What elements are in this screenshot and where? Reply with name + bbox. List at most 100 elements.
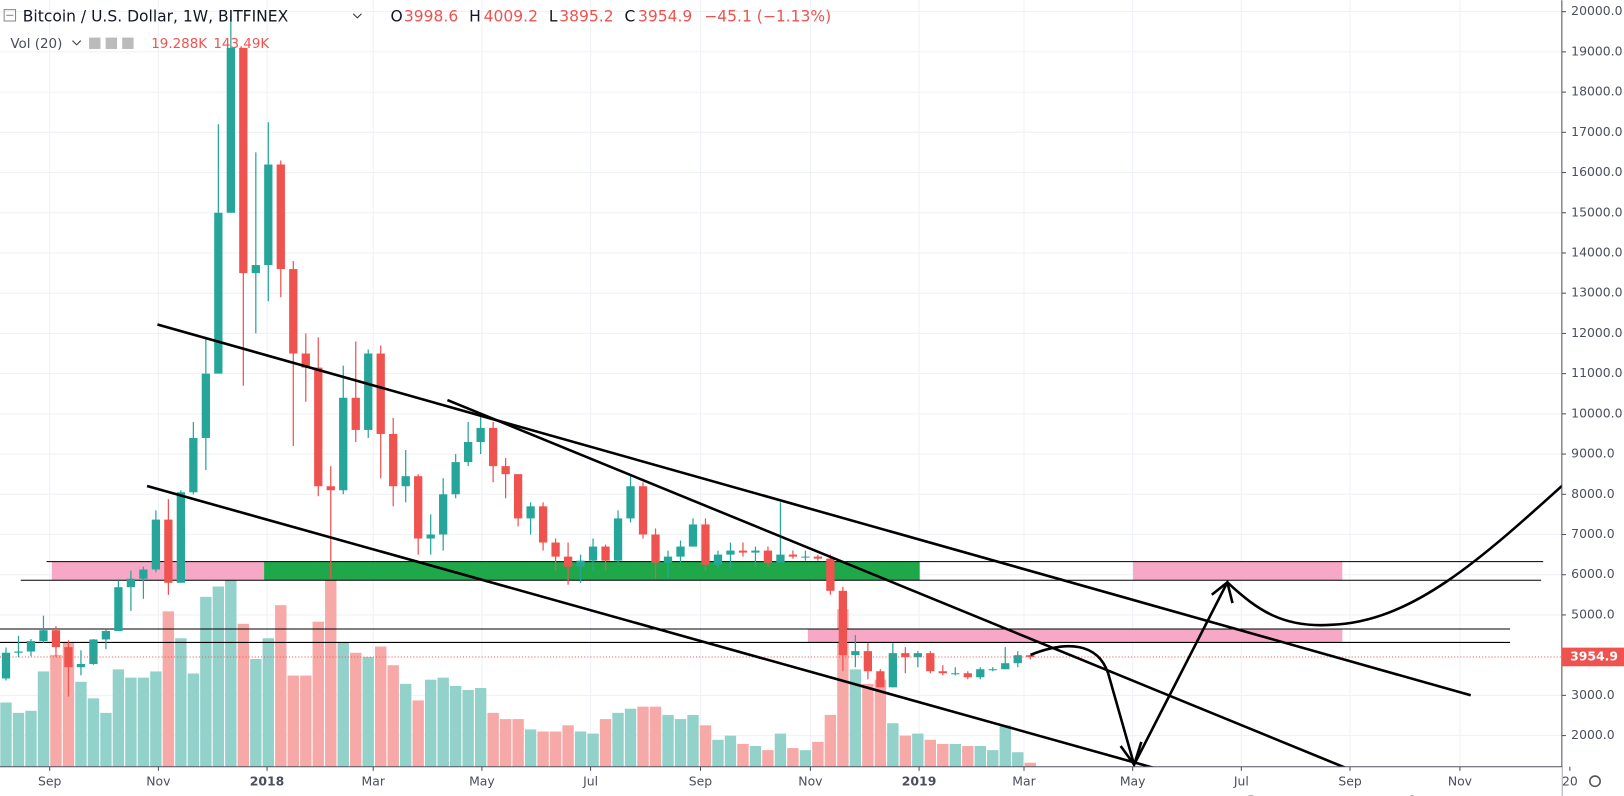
- candle-body: [1001, 663, 1010, 670]
- volume-bar: [512, 719, 524, 767]
- x-tick-label: Mar: [362, 774, 386, 789]
- x-tick-label: Sep: [1338, 774, 1362, 789]
- volume-bar: [787, 748, 799, 767]
- y-tick-label: 5000.0: [1571, 606, 1615, 621]
- volume-bar: [487, 712, 499, 767]
- volume-bar: [962, 746, 974, 767]
- volume-bar: [924, 739, 937, 767]
- candle-body: [501, 466, 510, 475]
- close-icon[interactable]: [122, 37, 134, 49]
- x-tick-label: May: [1120, 774, 1146, 789]
- candle-body: [563, 556, 573, 567]
- y-tick-label: 2000.0: [1571, 727, 1615, 742]
- symbol-title[interactable]: Bitcoin / U.S. Dollar, 1W, BITFINEX: [23, 7, 289, 25]
- ohlc-value: 3998.6: [404, 7, 458, 25]
- volume-bar: [749, 746, 762, 767]
- trend-line: [157, 323, 1472, 697]
- volume-bar: [75, 681, 87, 767]
- volume-bar: [449, 685, 462, 767]
- x-tick-label: 2019: [902, 774, 937, 789]
- volume-bar: [874, 679, 887, 767]
- candle-body: [576, 560, 585, 567]
- candle-body: [301, 353, 310, 368]
- candle-body: [251, 265, 260, 274]
- ohlc-label: O: [390, 7, 402, 25]
- settings-gear[interactable]: [1589, 775, 1601, 788]
- x-tick-label: Jul: [1233, 774, 1249, 789]
- volume-bar: [337, 642, 349, 767]
- volume-bar: [762, 750, 774, 767]
- candle-body: [801, 556, 810, 558]
- settings-icon[interactable]: [105, 37, 118, 49]
- candle-body: [1013, 655, 1022, 664]
- candle-body: [713, 554, 723, 565]
- candle-body: [913, 653, 922, 658]
- volume-bar: [687, 714, 699, 767]
- volume-title[interactable]: Vol (20): [10, 37, 62, 52]
- volume-bar: [387, 665, 399, 767]
- volume-bar: [112, 669, 125, 767]
- candle-body: [651, 534, 660, 563]
- candle-body: [139, 569, 148, 579]
- candle-body: [214, 212, 223, 374]
- candle-body: [976, 669, 985, 678]
- candle-body: [626, 486, 635, 519]
- zone: [1133, 561, 1343, 581]
- candle-body: [389, 433, 398, 487]
- dropdown-icon[interactable]: [352, 13, 362, 19]
- eye-icon[interactable]: [89, 37, 101, 49]
- volume-bar: [162, 611, 175, 767]
- volume-bar: [812, 741, 824, 767]
- candles: [0, 15, 1562, 697]
- candle-body: [663, 556, 673, 563]
- candle-body: [751, 550, 760, 553]
- candle-body: [39, 630, 48, 642]
- candle-body: [963, 673, 972, 678]
- candle-body: [451, 462, 460, 495]
- candle-body: [951, 673, 960, 675]
- ohlc-value: 3954.9: [638, 7, 692, 25]
- y-tick-label: 10000.0: [1571, 405, 1622, 420]
- ohlc-label: L: [549, 7, 558, 25]
- volume-bar: [412, 700, 424, 767]
- candle-body: [588, 546, 598, 561]
- x-tick-label: Sep: [689, 774, 713, 789]
- volume-bar: [562, 725, 574, 767]
- candle-body: [126, 578, 136, 588]
- x-tick-label: Sep: [38, 774, 62, 789]
- volume-bar: [437, 677, 449, 767]
- y-tick-label: 16000.0: [1571, 164, 1622, 179]
- volume-bar: [462, 690, 474, 767]
- candle-body: [488, 427, 498, 467]
- candle-body: [888, 653, 897, 688]
- x-tick-label: Nov: [1448, 774, 1472, 789]
- candle-body: [926, 653, 935, 672]
- candle-body: [201, 373, 210, 438]
- x-tick-label: 20: [1562, 774, 1578, 789]
- arrow-head: [1119, 741, 1143, 768]
- y-tick-label: 8000.0: [1571, 486, 1615, 501]
- gear-icon[interactable]: [1589, 775, 1601, 788]
- volume-bar: [999, 725, 1011, 767]
- volume-bar: [25, 710, 37, 767]
- candle-body: [164, 519, 173, 583]
- candle-body: [726, 550, 735, 555]
- x-tick-label: 2018: [250, 774, 285, 789]
- x-tick-label: Nov: [146, 774, 170, 789]
- volume-bar: [799, 750, 812, 767]
- candle-body: [326, 486, 335, 491]
- volume-bar: [612, 712, 624, 767]
- collapse-icon[interactable]: [3, 9, 17, 22]
- time-axis: [0, 766, 1562, 796]
- candle-body: [114, 587, 123, 632]
- x-tick-label: Nov: [798, 774, 822, 789]
- volume-bar: [87, 698, 100, 767]
- candle-body: [339, 397, 348, 491]
- candle-body: [1, 652, 11, 679]
- volume-bar: [649, 706, 662, 767]
- volume-bar: [300, 675, 312, 767]
- dropdown-icon[interactable]: [72, 40, 82, 46]
- candle-body: [351, 397, 360, 430]
- candle-body: [538, 506, 548, 543]
